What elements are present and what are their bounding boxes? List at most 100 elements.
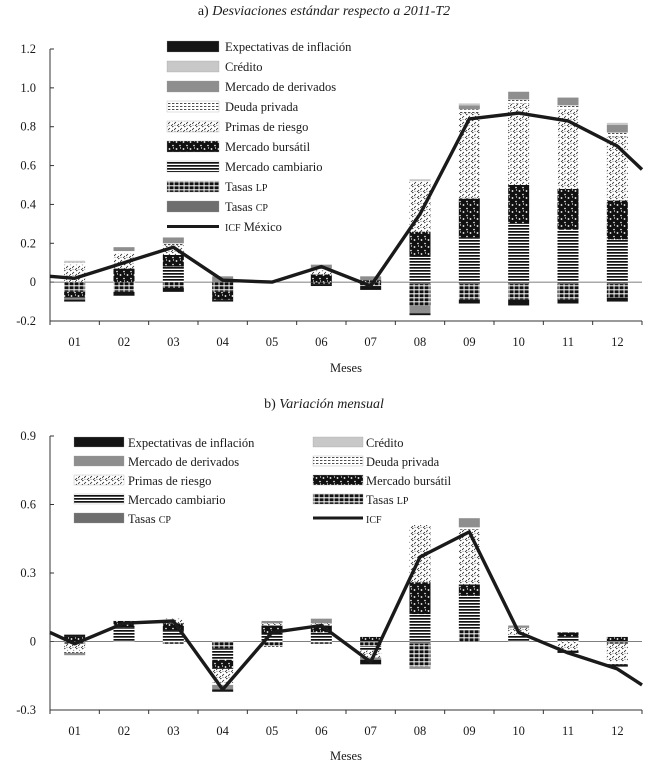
x-tick-label: 07 xyxy=(364,724,377,738)
bar-segment-tcp xyxy=(557,282,579,285)
bar-segment-ei xyxy=(458,299,480,304)
bar-segment-mb xyxy=(212,291,234,300)
bar-segment-tlp xyxy=(557,284,579,300)
bar-segment-mb xyxy=(409,231,431,257)
y-tick-label: 0 xyxy=(30,635,36,649)
bar-segment-tlp xyxy=(508,284,530,300)
legend-swatch-dp xyxy=(166,100,220,113)
legend-swatch-mb xyxy=(312,474,364,486)
bar-segment-tlp xyxy=(162,641,184,644)
x-tick-label: 01 xyxy=(68,724,81,738)
bar-segment-dp xyxy=(557,105,579,110)
bar-segment-md xyxy=(310,618,332,624)
bar-segment-dp xyxy=(64,262,86,265)
x-tick-label: 08 xyxy=(414,724,427,738)
chart-title: b) Variación mensual xyxy=(264,397,384,412)
bar-segment-mb xyxy=(409,582,431,615)
x-tick-label: 09 xyxy=(463,335,476,349)
bar-segment-tlp xyxy=(409,284,431,306)
bar-segment-dp xyxy=(508,99,530,104)
bar-segment-md xyxy=(458,105,480,110)
bar-segment-md xyxy=(64,652,86,656)
bar-segment-ei xyxy=(360,286,382,290)
bar-segment-tlp xyxy=(409,643,431,667)
bar-segment-pr xyxy=(360,650,382,658)
bar-segment-pr xyxy=(212,668,234,683)
bar-segment-mc xyxy=(212,648,234,660)
bar-segment-mb xyxy=(458,584,480,596)
x-tick-label: 12 xyxy=(611,335,624,349)
legend-label-1: Crédito xyxy=(366,436,404,450)
x-tick-label: 06 xyxy=(315,724,328,738)
legend-label-4: Primas de riesgo xyxy=(225,120,308,134)
x-tick-label: 02 xyxy=(118,335,131,349)
x-tick-label: 08 xyxy=(414,335,427,349)
x-tick-label: 02 xyxy=(118,724,131,738)
bar-segment-ei xyxy=(557,299,579,304)
y-tick-label: 0.6 xyxy=(20,159,36,173)
bar-segment-tlp xyxy=(458,284,480,300)
bar-segment-md xyxy=(606,124,628,133)
legend-label-2: Mercado de derivados xyxy=(128,455,239,469)
bar-segment-tlp xyxy=(360,641,382,647)
bar-segment-dp xyxy=(64,650,86,653)
legend-swatch-ei xyxy=(166,40,220,53)
bar-segment-mb xyxy=(508,185,530,224)
bar-segment-md xyxy=(409,666,431,669)
x-tick-label: 10 xyxy=(512,335,525,349)
bar-segment-tcp xyxy=(409,282,431,285)
y-tick-label: -0.2 xyxy=(16,314,36,328)
bar-segment-pr xyxy=(64,643,86,651)
legend-label-1: Crédito xyxy=(225,60,263,74)
x-tick-label: 01 xyxy=(68,335,81,349)
bar-segment-pr xyxy=(261,623,283,626)
y-tick-label: 0.8 xyxy=(20,120,36,134)
legend-swatch-tlp xyxy=(312,493,364,505)
y-tick-label: 0 xyxy=(30,275,36,289)
bar-segment-cr xyxy=(409,179,431,182)
bar-segment-md xyxy=(113,247,135,252)
bar-segment-tcp xyxy=(409,641,431,644)
y-tick-label: 1.2 xyxy=(20,42,36,56)
bar-segment-ei xyxy=(113,291,135,296)
bar-segment-dp xyxy=(310,268,332,271)
bar-segment-md xyxy=(162,237,184,244)
bar-segment-tlp xyxy=(212,641,234,649)
bar-segment-ei xyxy=(606,297,628,302)
bar-segment-mb xyxy=(606,636,628,642)
bar-segment-mb xyxy=(606,200,628,240)
x-tick-label: 04 xyxy=(216,335,229,349)
legend-label-5: Mercado bursátil xyxy=(225,140,311,154)
bar-segment-mb xyxy=(310,625,332,633)
bar-segment-tlp xyxy=(113,282,135,292)
bar-segment-pr xyxy=(606,643,628,663)
bar-segment-md xyxy=(557,97,579,106)
legend-swatch-mc xyxy=(166,160,220,173)
legend-label-9: ICF xyxy=(366,515,382,526)
chart-panel-a: a) Desviaciones estándar respecto a 2011… xyxy=(16,4,644,375)
bar-segment-cr xyxy=(64,260,86,263)
bar-segment-mc xyxy=(508,634,530,642)
bar-segment-dp xyxy=(261,646,283,649)
x-tick-label: 10 xyxy=(512,724,525,738)
bar-segment-mc xyxy=(409,614,431,642)
bar-segment-mb xyxy=(458,198,480,238)
legend-swatch-dp xyxy=(312,455,364,467)
bar-segment-mb xyxy=(310,274,332,283)
bar-segment-mc xyxy=(360,646,382,651)
x-tick-label: 06 xyxy=(315,335,328,349)
bar-segment-md xyxy=(508,91,530,100)
bar-segment-tlp xyxy=(606,284,628,298)
bar-segment-mb xyxy=(360,636,382,642)
bar-segment-mb xyxy=(162,254,184,267)
bar-segment-mb xyxy=(557,188,579,230)
bar-segment-ei xyxy=(606,664,628,667)
x-tick-label: 09 xyxy=(463,724,476,738)
legend-label-7: Tasas LP xyxy=(225,180,268,194)
legend-swatch-mb xyxy=(166,140,220,153)
legend-label-6: Mercado cambiario xyxy=(225,160,323,174)
bar-segment-tcp xyxy=(458,282,480,285)
bar-segment-tlp xyxy=(310,282,332,285)
bar-segment-mc xyxy=(113,627,135,642)
bar-segment-md xyxy=(64,297,86,300)
